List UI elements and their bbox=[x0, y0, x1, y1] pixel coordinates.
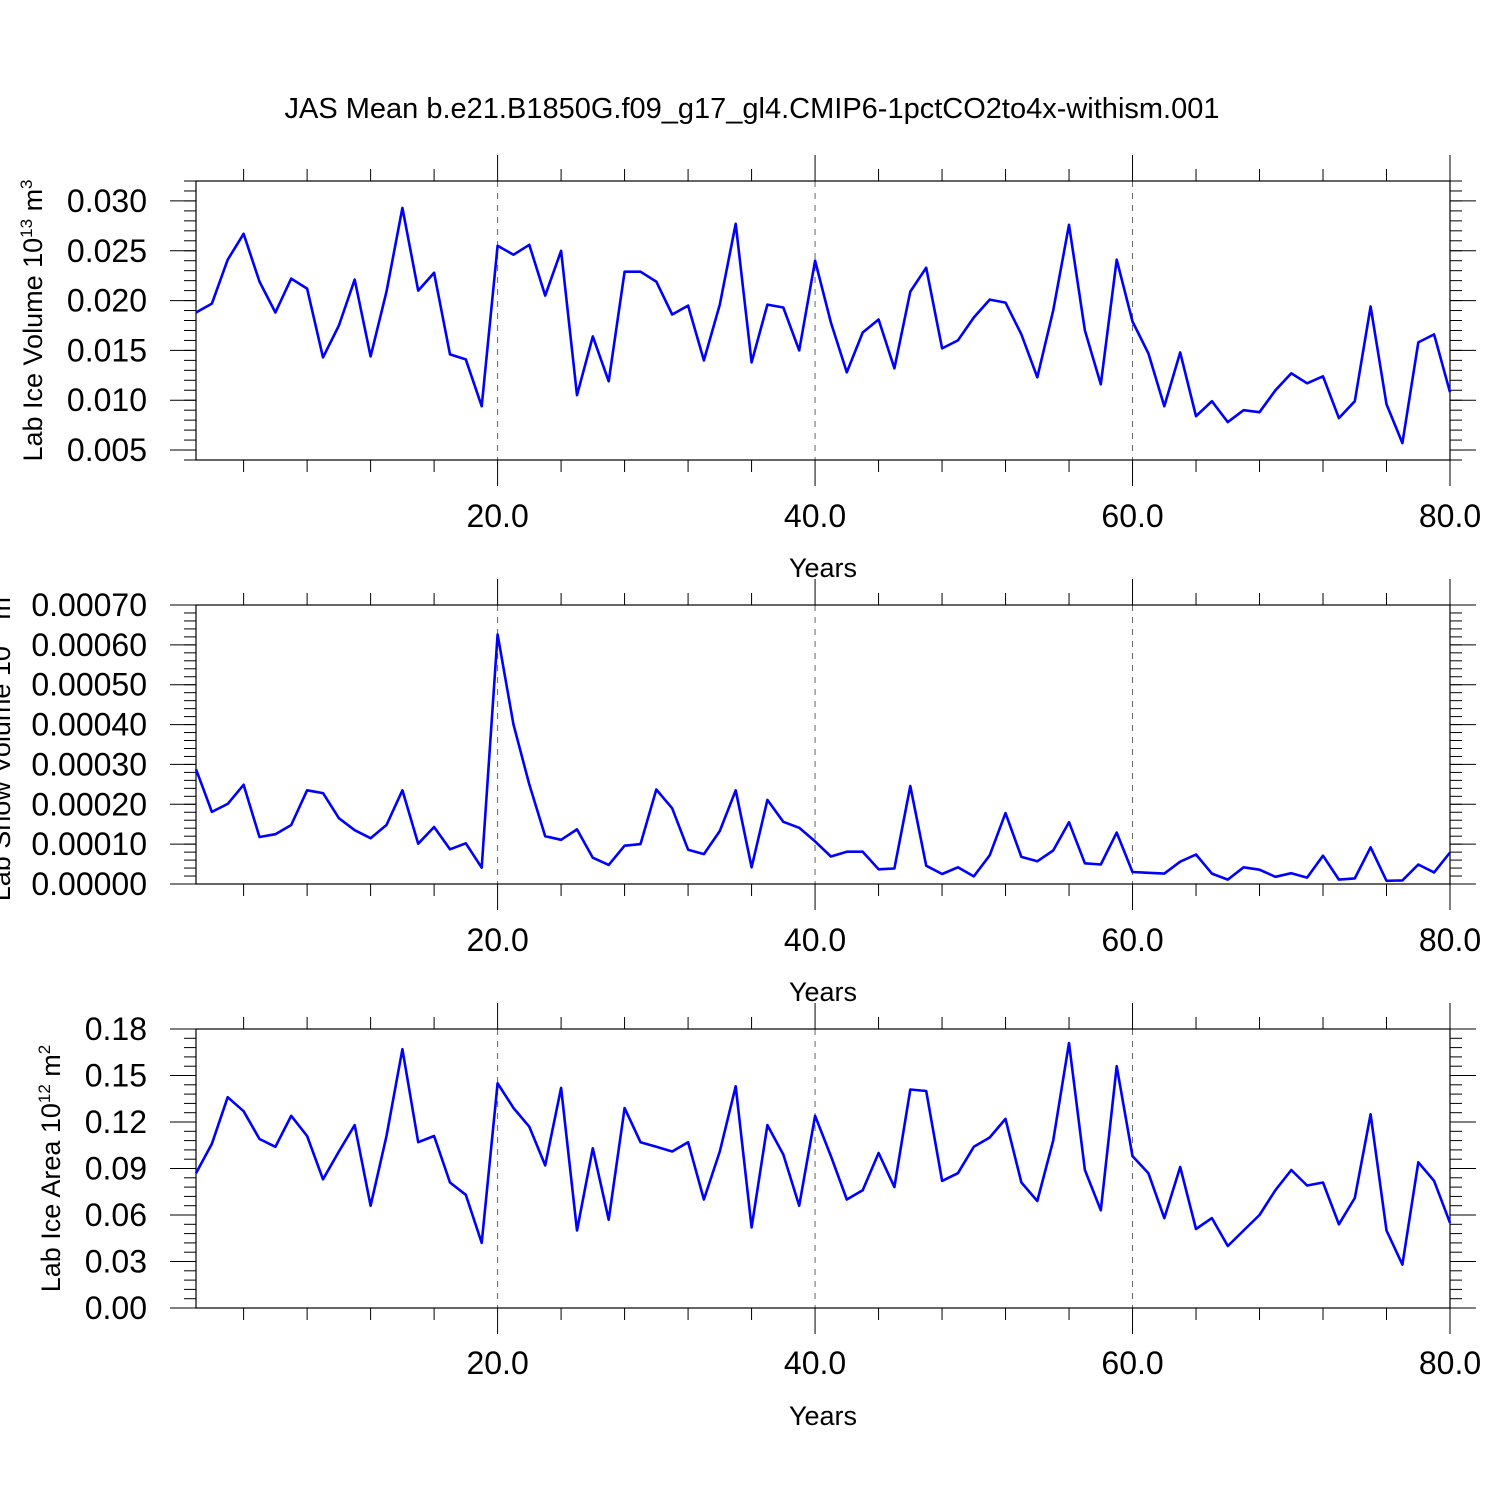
plot-frame bbox=[195, 180, 1451, 461]
y-tick-label: 0.025 bbox=[67, 233, 147, 269]
x-tick-label: 60.0 bbox=[1101, 922, 1163, 958]
panels: 20.0 40.0 60.0 80.0 0.005 0.010 0.015 0.020 0.02… bbox=[0, 155, 1481, 1431]
series-line bbox=[194, 633, 1452, 883]
panel-3: 20.0 40.0 60.0 80.0 0.00 0.03 0.06 0.09 0.12 0.15… bbox=[35, 1003, 1481, 1431]
x-axis-label: Years bbox=[789, 1401, 857, 1431]
panel-2: 20.0 40.0 60.0 80.0 0.00000 0.00010 0.00020 0.0… bbox=[0, 579, 1481, 1007]
y-tick-label: 0.06 bbox=[85, 1197, 147, 1233]
x-tick-label: 40.0 bbox=[784, 1345, 846, 1381]
y-axis-label: Lab Ice Area 1012 m2 bbox=[35, 1045, 66, 1293]
y-tick-label: 0.00000 bbox=[31, 866, 147, 902]
y-tick-label: 0.18 bbox=[85, 1011, 147, 1047]
plot-frame bbox=[195, 604, 1451, 885]
chart-title: JAS Mean b.e21.B1850G.f09_g17_gl4.CMIP6-… bbox=[285, 93, 1220, 125]
y-tick-label: 0.010 bbox=[67, 382, 147, 418]
y-tick-label: 0.00040 bbox=[31, 707, 147, 743]
y-tick-label: 0.00030 bbox=[31, 746, 147, 782]
y-tick-label: 0.03 bbox=[85, 1244, 147, 1280]
y-tick-label: 0.00 bbox=[85, 1290, 147, 1326]
y-tick-label: 0.09 bbox=[85, 1151, 147, 1187]
y-tick-label: 0.020 bbox=[67, 283, 147, 319]
y-tick-label: 0.030 bbox=[67, 183, 147, 219]
x-tick-label: 40.0 bbox=[784, 498, 846, 534]
x-tick-label: 80.0 bbox=[1419, 1345, 1481, 1381]
y-tick-label: 0.00070 bbox=[31, 587, 147, 623]
y-axis-label: Lab Snow Volume 1013 m3 bbox=[0, 588, 16, 902]
y-tick-label: 0.005 bbox=[67, 432, 147, 468]
x-tick-label: 60.0 bbox=[1101, 1345, 1163, 1381]
x-tick-label: 20.0 bbox=[466, 922, 528, 958]
y-tick-label: 0.015 bbox=[67, 332, 147, 368]
x-tick-label: 80.0 bbox=[1419, 922, 1481, 958]
series-line bbox=[194, 1041, 1452, 1266]
y-axis-label: Lab Ice Volume 1013 m3 bbox=[17, 179, 48, 461]
x-tick-label: 60.0 bbox=[1101, 498, 1163, 534]
panel-1: 20.0 40.0 60.0 80.0 0.005 0.010 0.015 0.020 0.02… bbox=[17, 155, 1481, 583]
x-axis-label: Years bbox=[789, 553, 857, 583]
y-tick-label: 0.00020 bbox=[31, 786, 147, 822]
x-axis-label: Years bbox=[789, 977, 857, 1007]
series-line bbox=[195, 206, 1452, 445]
x-tick-label: 20.0 bbox=[466, 498, 528, 534]
x-tick-label: 20.0 bbox=[466, 1345, 528, 1381]
plot-frame bbox=[195, 1028, 1451, 1309]
y-tick-label: 0.00060 bbox=[31, 627, 147, 663]
y-tick-label: 0.00010 bbox=[31, 826, 147, 862]
y-tick-label: 0.12 bbox=[85, 1104, 147, 1140]
y-tick-label: 0.00050 bbox=[31, 667, 147, 703]
x-tick-label: 40.0 bbox=[784, 922, 846, 958]
y-tick-label: 0.15 bbox=[85, 1058, 147, 1094]
x-tick-label: 80.0 bbox=[1419, 498, 1481, 534]
